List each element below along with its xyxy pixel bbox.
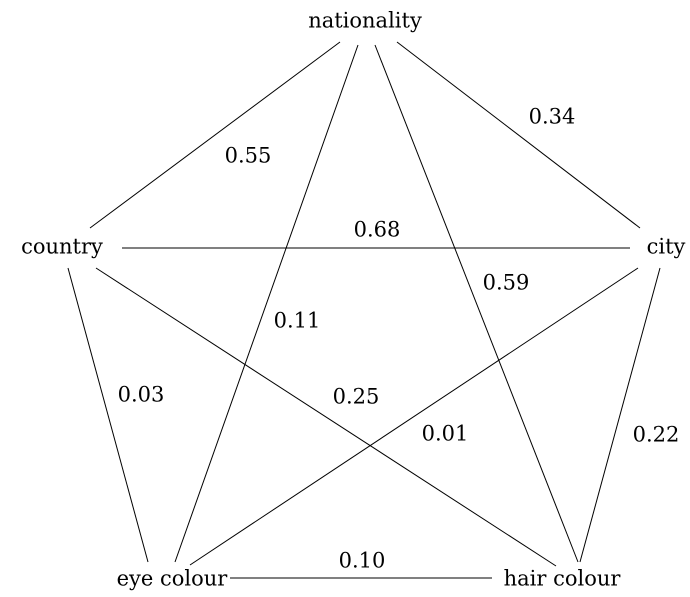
edge-weight: 0.11: [274, 309, 321, 333]
edge: [174, 44, 359, 563]
node-label: country: [21, 235, 103, 259]
edge-weight: 0.68: [354, 218, 401, 242]
edge-weight: 0.55: [225, 144, 272, 168]
edge-weight: 0.22: [633, 423, 680, 447]
node-label: city: [647, 235, 686, 259]
node-label: eye colour: [117, 567, 229, 591]
edge: [189, 267, 639, 566]
edge-weight: 0.10: [339, 549, 386, 573]
edge: [95, 267, 557, 567]
edge-weight: 0.03: [118, 383, 165, 407]
edge-weight: 0.59: [483, 271, 530, 295]
node-label: nationality: [308, 9, 422, 33]
edge: [579, 267, 661, 563]
edge-weight: 0.25: [333, 385, 380, 409]
edge-weight: 0.34: [529, 105, 576, 129]
edge: [396, 41, 641, 229]
node-label: hair colour: [504, 567, 622, 591]
edge: [374, 44, 579, 563]
edge: [67, 267, 149, 563]
edge: [89, 41, 341, 229]
edge-weight: 0.01: [422, 422, 469, 446]
